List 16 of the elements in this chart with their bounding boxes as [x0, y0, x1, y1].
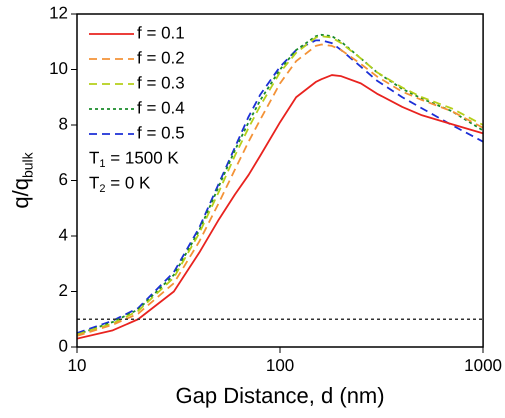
legend-label: f = 0.1 [137, 24, 185, 43]
y-tick-label: 12 [49, 4, 68, 23]
y-tick-label: 0 [58, 336, 68, 356]
legend-label: f = 0.5 [137, 124, 185, 143]
y-tick-label: 6 [58, 170, 68, 190]
y-tick-label: 10 [49, 59, 68, 78]
legend-label: f = 0.2 [137, 48, 185, 68]
y-tick-label: 8 [58, 114, 68, 134]
legend-label: f = 0.3 [137, 74, 185, 93]
x-axis-title: Gap Distance, d (nm) [176, 383, 385, 408]
y-tick-label: 4 [58, 226, 68, 245]
x-tick-label: 1000 [464, 356, 502, 375]
legend-label: f = 0.4 [137, 98, 185, 118]
y-axis-title: q/qbulk [8, 151, 36, 209]
y-tick-label: 2 [58, 281, 68, 300]
x-tick-label: 100 [266, 356, 294, 375]
